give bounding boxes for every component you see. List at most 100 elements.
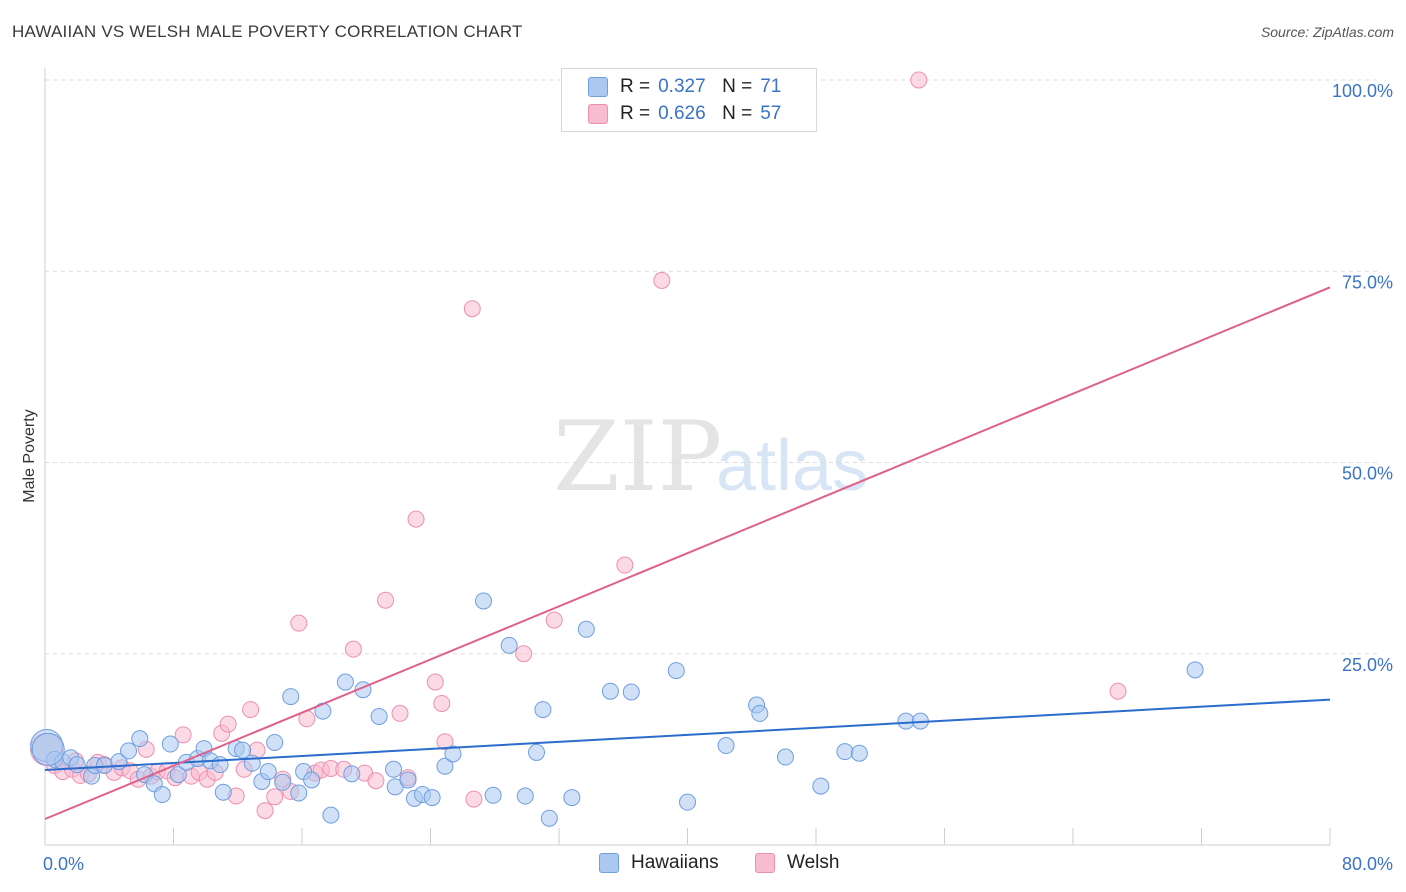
y-tick-label: 25.0% <box>1342 655 1393 675</box>
legend-n-label: N = <box>722 76 753 97</box>
welsh-point <box>1109 682 1127 700</box>
hawaiian-point <box>385 760 403 778</box>
y-tick-label: 75.0% <box>1342 272 1393 292</box>
welsh-point <box>266 788 284 806</box>
hawaiian-point <box>95 756 113 774</box>
hawaiian-point <box>322 806 340 824</box>
welsh-point <box>436 733 454 751</box>
bottom-legend-hawaiians: Hawaiians <box>599 852 719 874</box>
welsh-point <box>219 715 237 733</box>
hawaiian-point <box>234 741 252 759</box>
hawaiian-point <box>68 756 86 774</box>
bottom-legend-label-welsh: Welsh <box>787 852 840 873</box>
x-tick-label: 80.0% <box>1342 854 1393 874</box>
hawaiian-trend-line <box>44 698 1331 772</box>
watermark: ZIP atlas <box>553 401 868 513</box>
hawaiian-point <box>259 763 277 781</box>
welsh-point <box>465 790 483 808</box>
welsh-point <box>290 614 308 632</box>
points <box>30 71 1204 827</box>
hawaiian-point <box>31 732 65 766</box>
hawaiian-point <box>897 712 915 730</box>
hawaiian-point <box>343 765 361 783</box>
legend: R = 0.327 N = 71 R = 0.626 N = 57 <box>561 68 817 132</box>
bottom-legend-swatch-hawaiians <box>599 853 619 873</box>
hawaiian-point <box>516 787 534 805</box>
hawaiian-point <box>534 701 552 719</box>
hawaiian-point <box>370 707 388 725</box>
hawaiian-point <box>274 773 292 791</box>
hawaiian-point <box>214 783 232 801</box>
x-tick-label: 0.0% <box>43 854 84 874</box>
legend-n-label: N = <box>722 103 753 124</box>
welsh-point <box>616 556 634 574</box>
hawaiian-point <box>153 786 171 804</box>
watermark-atlas: atlas <box>716 426 868 506</box>
welsh-point <box>545 611 563 629</box>
welsh-point <box>242 701 260 719</box>
hawaiian-point <box>120 742 138 760</box>
bottom-legend-welsh: Welsh <box>755 852 839 874</box>
hawaiian-point <box>444 745 462 763</box>
hawaiian-point <box>290 784 308 802</box>
legend-n-value: 71 <box>760 76 782 97</box>
legend-r-value: 0.626 <box>658 103 706 124</box>
welsh-trend-line <box>44 286 1331 820</box>
hawaiian-point <box>577 620 595 638</box>
y-tick-label: 50.0% <box>1342 464 1393 484</box>
axes <box>44 68 1331 846</box>
hawaiian-point <box>1186 661 1204 679</box>
hawaiian-point <box>679 793 696 811</box>
legend-n-value: 57 <box>760 103 782 124</box>
tick-labels: 25.0% 50.0% 75.0% 100.0% 0.0% 80.0% <box>43 81 1393 874</box>
welsh-point <box>174 726 192 744</box>
legend-r-value: 0.327 <box>658 76 706 97</box>
welsh-point <box>653 271 671 289</box>
hawaiian-point <box>475 592 493 610</box>
grid <box>45 79 1380 655</box>
y-axis-label: Male Poverty <box>21 409 38 502</box>
hawaiian-point <box>131 730 149 748</box>
hawaiian-point <box>211 756 229 774</box>
legend-row-welsh: R = 0.626 N = 57 <box>588 101 781 127</box>
hawaiian-point <box>776 748 794 766</box>
hawaiian-point <box>836 743 854 761</box>
welsh-point <box>426 673 444 691</box>
hawaiian-point <box>303 771 321 789</box>
hawaiian-point <box>282 688 300 706</box>
hawaiian-point <box>436 757 454 775</box>
welsh-point <box>256 802 274 820</box>
hawaiian-point <box>812 777 830 795</box>
legend-r-label: R = <box>620 76 651 97</box>
welsh-point <box>407 510 425 528</box>
welsh-point <box>367 772 385 790</box>
welsh-point <box>377 591 395 609</box>
hawaiian-point <box>540 809 558 827</box>
legend-row-hawaiians: R = 0.327 N = 71 <box>588 74 781 100</box>
hawaiian-point <box>563 789 581 807</box>
hawaiian-point <box>601 682 619 700</box>
hawaiian-point <box>528 743 546 761</box>
bottom-legend-label-hawaiians: Hawaiians <box>631 852 719 873</box>
hawaiian-point <box>399 771 417 789</box>
hawaiian-point <box>622 683 640 701</box>
welsh-point <box>391 704 409 722</box>
chart-title: HAWAIIAN VS WELSH MALE POVERTY CORRELATI… <box>12 22 523 41</box>
bottom-legend: Hawaiians Welsh <box>0 852 1406 878</box>
hawaiian-point <box>336 673 354 691</box>
legend-swatch-welsh <box>588 104 608 124</box>
watermark-zip: ZIP <box>553 401 722 513</box>
legend-swatch-hawaiians <box>588 77 608 97</box>
legend-r-label: R = <box>620 103 651 124</box>
welsh-point <box>910 71 928 89</box>
welsh-point <box>515 645 533 663</box>
welsh-point <box>344 640 362 658</box>
hawaiian-point <box>161 735 179 753</box>
hawaiian-point <box>751 704 769 722</box>
hawaiian-point <box>169 766 187 784</box>
welsh-point <box>433 694 451 712</box>
bottom-legend-swatch-welsh <box>755 853 775 873</box>
hawaiian-point <box>667 662 685 680</box>
hawaiian-point <box>484 786 502 804</box>
